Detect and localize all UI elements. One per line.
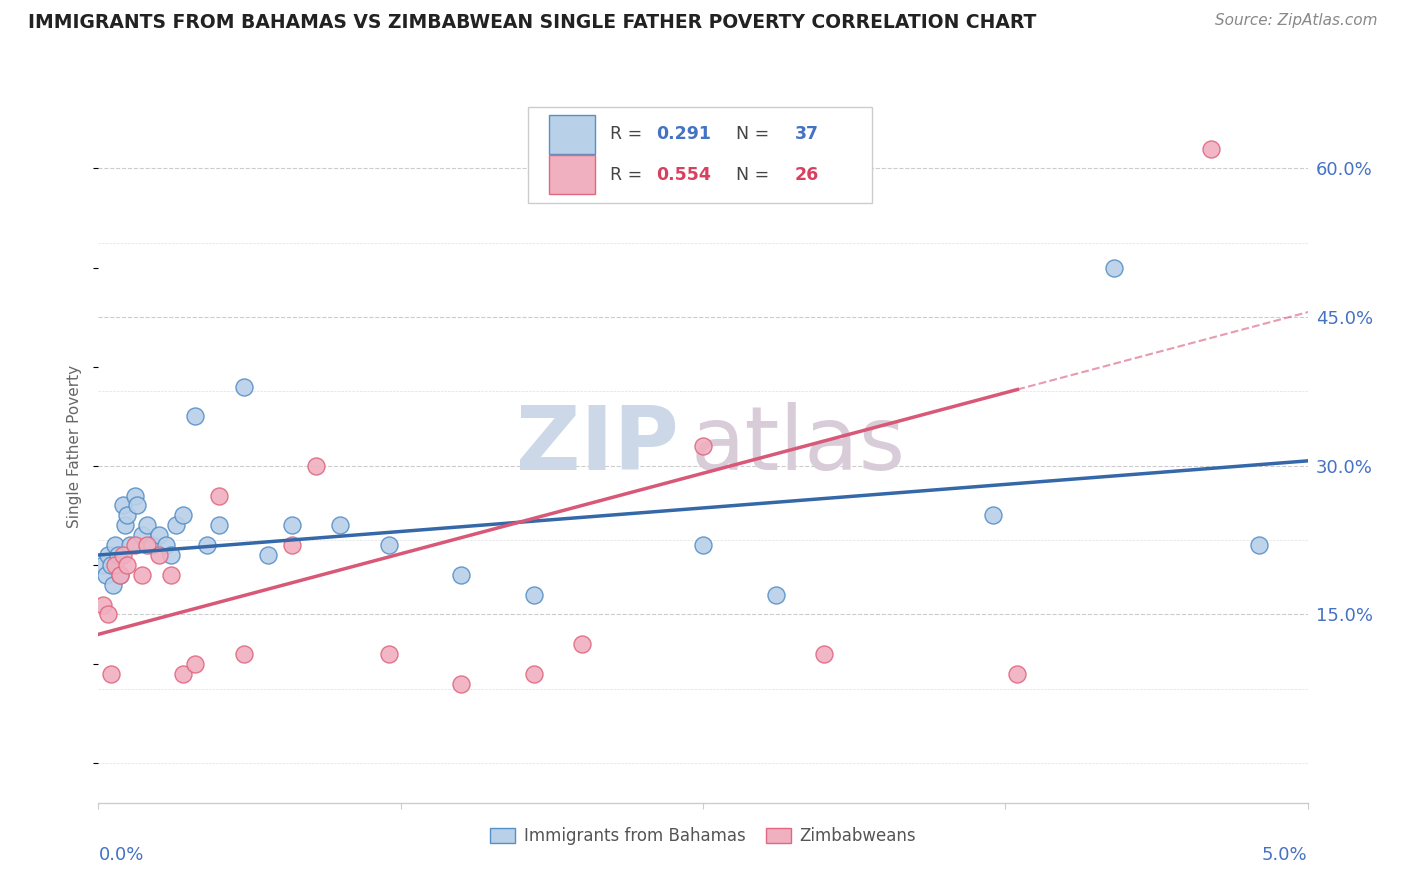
Point <box>305 458 328 473</box>
Point <box>184 657 207 671</box>
Point <box>160 548 183 562</box>
Point <box>571 637 593 651</box>
Point <box>523 588 546 602</box>
Point <box>1007 667 1029 681</box>
Point <box>377 538 399 552</box>
Point <box>97 607 120 622</box>
Point <box>108 567 131 582</box>
Bar <box>550 114 595 153</box>
Text: 0.291: 0.291 <box>655 125 711 143</box>
Point <box>813 647 835 661</box>
Point <box>281 518 304 533</box>
Text: ZIP: ZIP <box>516 402 679 490</box>
Point <box>1199 142 1222 156</box>
Point <box>100 558 122 572</box>
Point <box>1249 538 1271 552</box>
Bar <box>527 107 872 203</box>
Point <box>172 508 194 523</box>
Point <box>523 667 546 681</box>
Text: N =: N = <box>724 125 775 143</box>
Point <box>104 558 127 572</box>
Point <box>981 508 1004 523</box>
Text: 0.554: 0.554 <box>655 166 710 184</box>
Text: 26: 26 <box>794 166 820 184</box>
Text: N =: N = <box>724 166 775 184</box>
Point <box>184 409 207 424</box>
Legend: Immigrants from Bahamas, Zimbabweans: Immigrants from Bahamas, Zimbabweans <box>484 821 922 852</box>
Text: 37: 37 <box>794 125 818 143</box>
Point <box>135 518 157 533</box>
Point <box>1102 260 1125 275</box>
Point <box>101 578 124 592</box>
Point <box>148 528 170 542</box>
Bar <box>550 155 595 194</box>
Text: IMMIGRANTS FROM BAHAMAS VS ZIMBABWEAN SINGLE FATHER POVERTY CORRELATION CHART: IMMIGRANTS FROM BAHAMAS VS ZIMBABWEAN SI… <box>28 13 1036 32</box>
Point <box>256 548 278 562</box>
Point <box>127 499 149 513</box>
Point <box>131 567 153 582</box>
Point <box>281 538 304 552</box>
Point <box>195 538 218 552</box>
Point <box>450 677 472 691</box>
Point <box>91 598 114 612</box>
Point <box>208 518 231 533</box>
Point <box>117 508 139 523</box>
Point <box>232 379 254 393</box>
Point <box>148 548 170 562</box>
Text: R =: R = <box>610 166 648 184</box>
Point <box>100 667 122 681</box>
Text: 5.0%: 5.0% <box>1263 846 1308 863</box>
Point <box>377 647 399 661</box>
Point <box>160 567 183 582</box>
Point <box>692 538 714 552</box>
Text: 0.0%: 0.0% <box>98 846 143 863</box>
Text: R =: R = <box>610 125 648 143</box>
Point <box>124 538 146 552</box>
Point <box>117 558 139 572</box>
Point <box>141 538 163 552</box>
Point <box>111 499 134 513</box>
Point <box>97 548 120 562</box>
Point <box>104 538 127 552</box>
Point <box>208 489 231 503</box>
Point <box>118 538 141 552</box>
Point <box>450 567 472 582</box>
Point <box>124 489 146 503</box>
Point <box>91 558 114 572</box>
Point <box>108 567 131 582</box>
Text: Source: ZipAtlas.com: Source: ZipAtlas.com <box>1215 13 1378 29</box>
Point <box>692 439 714 453</box>
Point <box>165 518 187 533</box>
Point <box>135 538 157 552</box>
Point <box>107 548 129 562</box>
Text: atlas: atlas <box>690 402 905 490</box>
Point <box>765 588 787 602</box>
Point <box>114 518 136 533</box>
Point <box>232 647 254 661</box>
Y-axis label: Single Father Poverty: Single Father Poverty <box>67 365 83 527</box>
Point <box>131 528 153 542</box>
Point <box>111 548 134 562</box>
Point <box>155 538 177 552</box>
Point <box>94 567 117 582</box>
Point <box>329 518 352 533</box>
Point <box>172 667 194 681</box>
